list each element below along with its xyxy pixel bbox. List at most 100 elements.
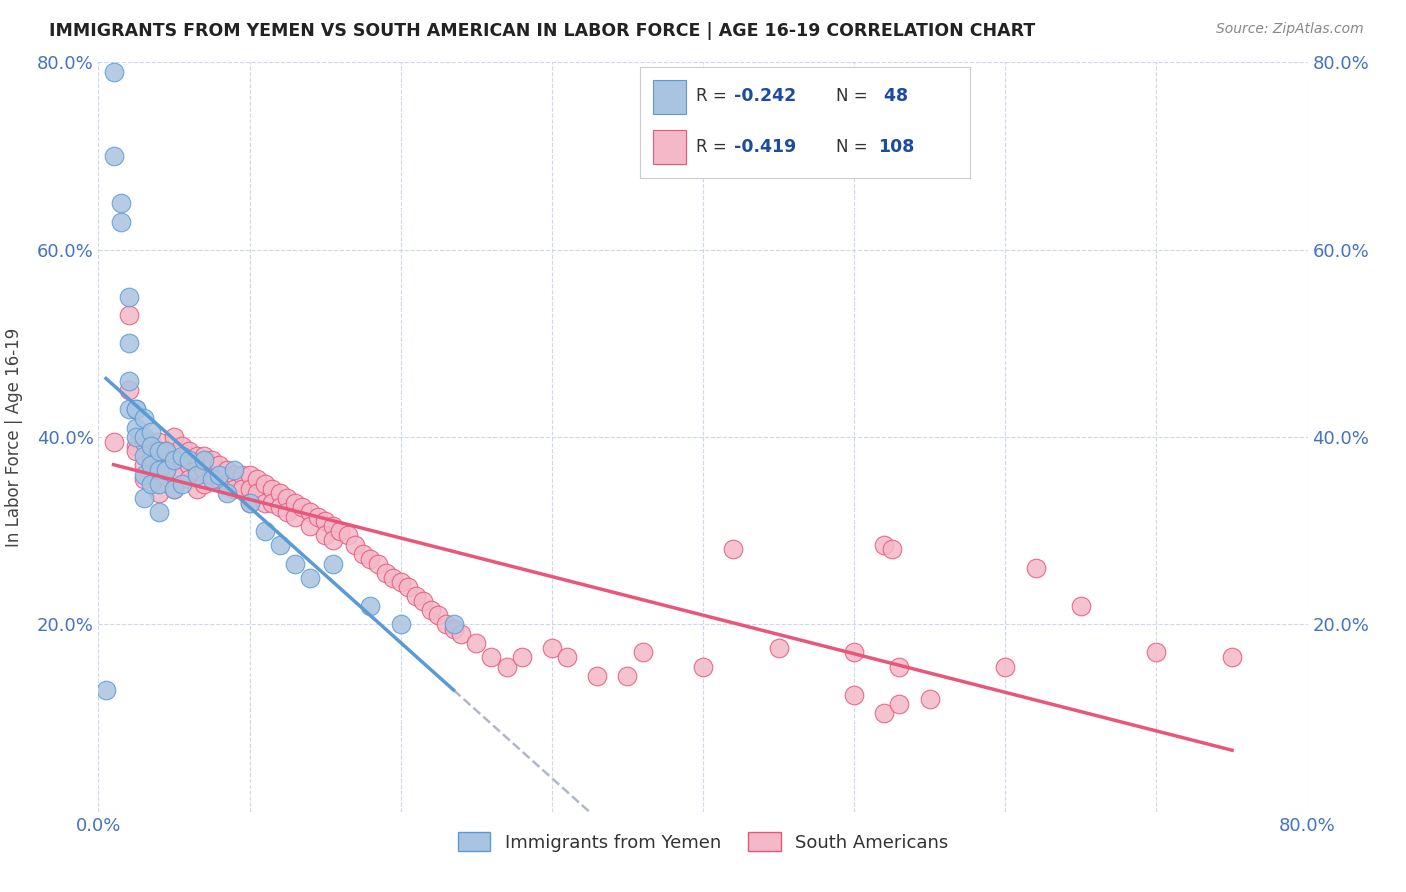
Point [322,557,344,571]
Point [224,482,246,496]
Point [427,608,450,623]
Point [768,640,790,655]
Point [170,467,193,482]
Point [186,449,208,463]
Point [193,463,215,477]
Point [994,659,1017,673]
Text: R =: R = [696,137,733,155]
Point [125,401,148,416]
Point [132,430,155,444]
Point [179,453,201,467]
Point [208,467,231,482]
Point [269,538,291,552]
Point [389,575,412,590]
Point [262,482,284,496]
Text: -0.242: -0.242 [734,87,796,105]
Point [148,444,170,458]
Point [434,617,457,632]
Point [873,706,896,721]
Point [269,486,291,500]
Point [148,449,170,463]
Point [141,425,163,440]
Point [396,580,419,594]
Point [163,453,186,467]
Point [215,463,238,477]
Bar [652,130,686,164]
Point [231,482,253,496]
Point [148,458,170,473]
Point [141,434,163,449]
Point [382,571,405,585]
Point [148,476,170,491]
Point [344,538,367,552]
Point [163,482,186,496]
Point [1024,561,1046,575]
Point [1220,650,1243,665]
Point [540,640,562,655]
Point [412,594,434,608]
Point [224,463,246,477]
Point [170,453,193,467]
Point [276,505,298,519]
Text: 48: 48 [877,87,908,105]
Point [132,472,155,486]
Text: N =: N = [837,137,873,155]
Point [103,434,125,449]
Point [118,374,141,388]
Point [132,434,155,449]
Point [132,411,155,425]
Point [201,453,224,467]
Point [179,444,201,458]
Point [443,622,465,636]
Point [215,486,238,500]
Point [269,500,291,515]
Point [246,486,269,500]
Point [193,476,215,491]
Point [118,336,141,351]
Y-axis label: In Labor Force | Age 16-19: In Labor Force | Age 16-19 [4,327,22,547]
Point [299,571,322,585]
Point [118,308,141,322]
Point [262,496,284,510]
Point [1144,646,1167,660]
Point [163,453,186,467]
Point [170,476,193,491]
Point [193,453,215,467]
Point [420,603,443,617]
Point [405,590,427,604]
Legend: Immigrants from Yemen, South Americans: Immigrants from Yemen, South Americans [450,824,956,859]
Point [118,289,141,303]
Point [299,505,322,519]
Text: N =: N = [837,87,873,105]
Text: 108: 108 [877,137,914,155]
Point [125,421,148,435]
Point [132,458,155,473]
Point [873,538,896,552]
Point [352,547,374,561]
Point [239,482,262,496]
Point [118,384,141,398]
Text: IMMIGRANTS FROM YEMEN VS SOUTH AMERICAN IN LABOR FORCE | AGE 16-19 CORRELATION C: IMMIGRANTS FROM YEMEN VS SOUTH AMERICAN … [49,22,1035,40]
Point [465,636,488,650]
Point [103,64,125,78]
Point [208,458,231,473]
Point [132,491,155,505]
Point [253,496,276,510]
Point [148,486,170,500]
Text: Source: ZipAtlas.com: Source: ZipAtlas.com [1216,22,1364,37]
Point [179,458,201,473]
Point [284,509,307,524]
Point [481,650,503,665]
Point [322,533,344,547]
Point [141,453,163,467]
Point [692,659,714,673]
Point [276,491,298,505]
Point [141,440,163,453]
Point [186,463,208,477]
Point [918,692,941,706]
Point [239,496,262,510]
Point [889,659,911,673]
Point [155,463,177,477]
Point [1070,599,1092,613]
Point [443,617,465,632]
